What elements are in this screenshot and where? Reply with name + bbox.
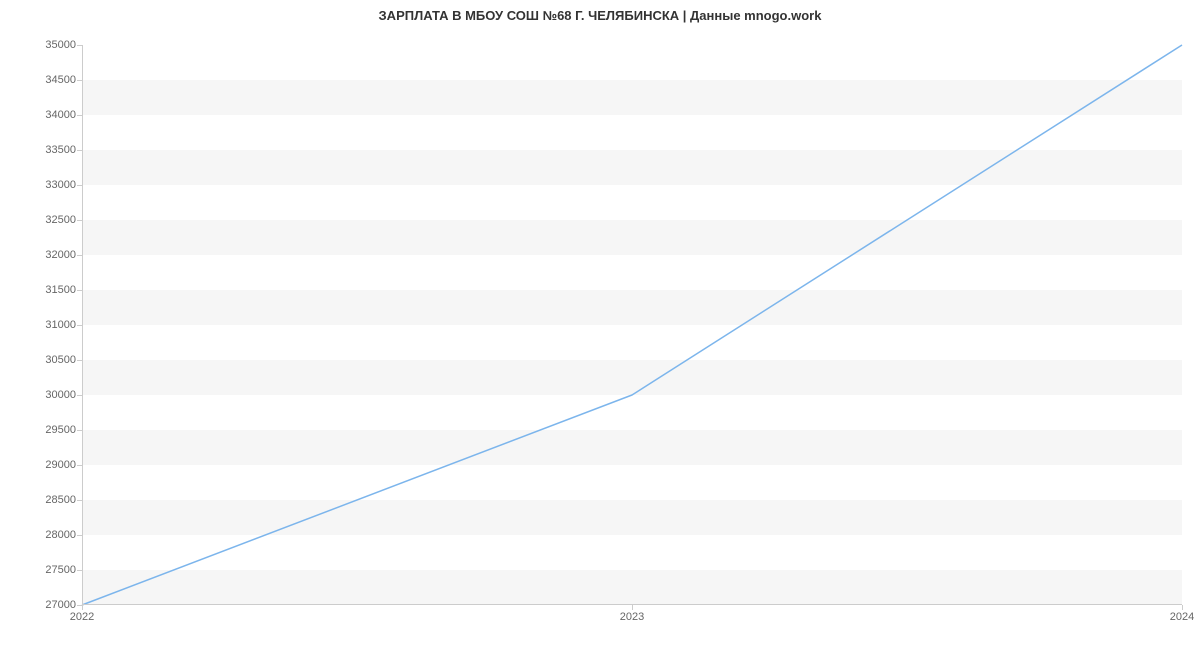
series-line-salary xyxy=(82,45,1182,605)
chart-container: ЗАРПЛАТА В МБОУ СОШ №68 Г. ЧЕЛЯБИНСКА | … xyxy=(0,0,1200,650)
y-axis-label: 32500 xyxy=(45,214,82,226)
y-axis-label: 29000 xyxy=(45,459,82,471)
y-axis-label: 27500 xyxy=(45,564,82,576)
line-layer xyxy=(82,45,1182,605)
y-axis-label: 33000 xyxy=(45,179,82,191)
y-axis-label: 32000 xyxy=(45,249,82,261)
x-axis-label: 2024 xyxy=(1170,605,1194,623)
y-axis-label: 30500 xyxy=(45,354,82,366)
y-axis-label: 30000 xyxy=(45,389,82,401)
y-axis-label: 34000 xyxy=(45,109,82,121)
y-axis-label: 34500 xyxy=(45,74,82,86)
x-axis-label: 2022 xyxy=(70,605,94,623)
y-axis-label: 35000 xyxy=(45,39,82,51)
y-axis-label: 31500 xyxy=(45,284,82,296)
chart-title: ЗАРПЛАТА В МБОУ СОШ №68 Г. ЧЕЛЯБИНСКА | … xyxy=(0,8,1200,23)
x-axis-label: 2023 xyxy=(620,605,644,623)
y-axis-label: 31000 xyxy=(45,319,82,331)
y-axis-line xyxy=(82,45,83,605)
plot-area: 2700027500280002850029000295003000030500… xyxy=(82,45,1182,605)
y-axis-label: 28500 xyxy=(45,494,82,506)
y-axis-label: 33500 xyxy=(45,144,82,156)
x-axis-line xyxy=(82,604,1182,605)
y-axis-label: 28000 xyxy=(45,529,82,541)
y-axis-label: 29500 xyxy=(45,424,82,436)
